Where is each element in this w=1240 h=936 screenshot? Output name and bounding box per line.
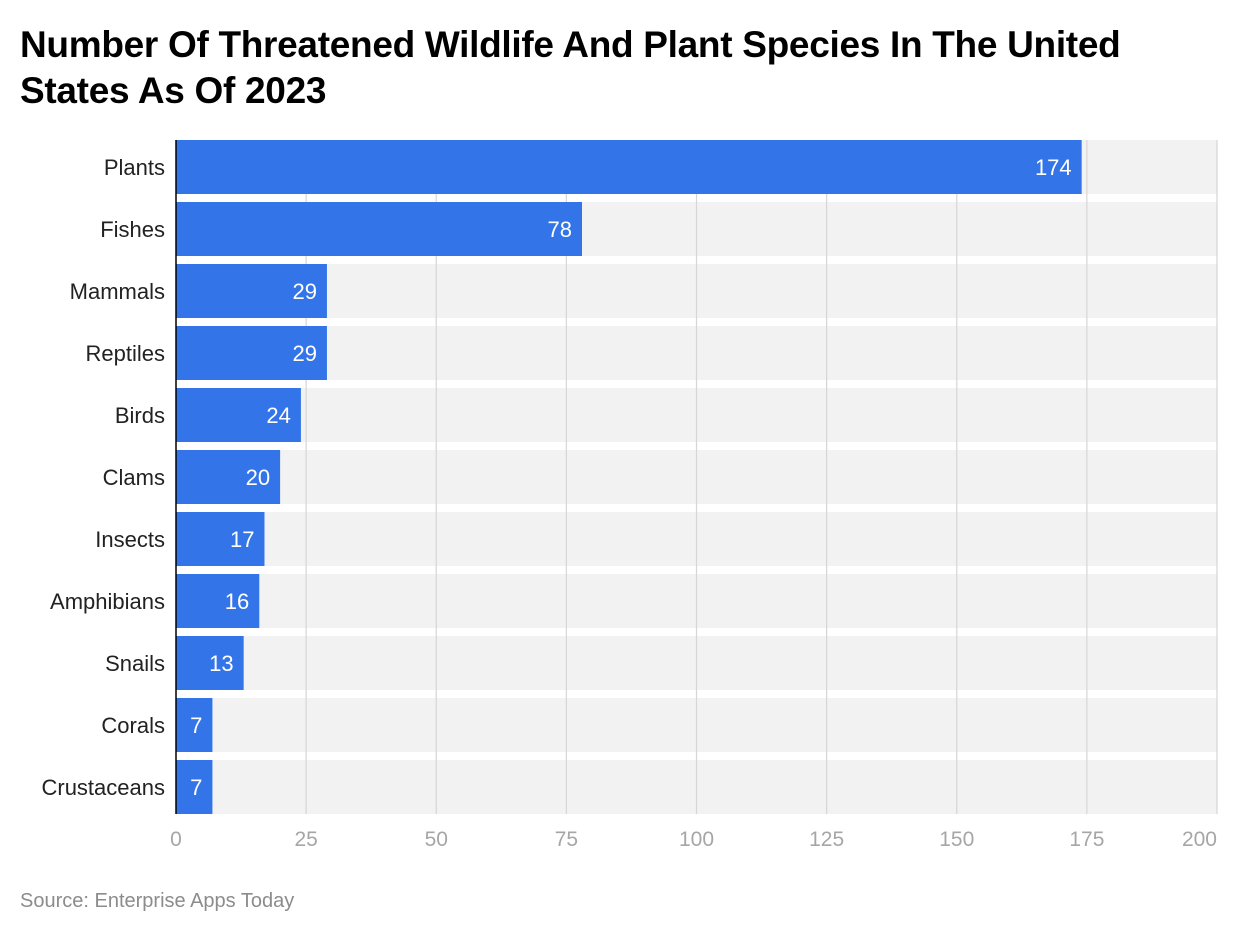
x-tick-label: 125: [809, 828, 844, 851]
category-label: Crustaceans: [41, 775, 165, 800]
category-label: Mammals: [70, 279, 165, 304]
value-label: 20: [246, 465, 270, 490]
category-label: Clams: [103, 465, 165, 490]
x-tick-label: 25: [294, 828, 317, 851]
x-axis: 0 25 50 75 100 125 150 175 200: [170, 140, 1217, 851]
bar-fishes: [176, 202, 582, 256]
value-label: 13: [209, 651, 233, 676]
chart-title: Number Of Threatened Wildlife And Plant …: [20, 24, 1121, 111]
x-tick-label: 200: [1182, 828, 1217, 851]
x-tick-label: 150: [939, 828, 974, 851]
category-label: Amphibians: [50, 589, 165, 614]
labels: Plants 174 Fishes 78 Mammals 29 Reptiles 29 Bird…: [41, 155, 1071, 800]
value-label: 16: [225, 589, 249, 614]
category-label: Fishes: [100, 217, 165, 242]
x-tick-label: 175: [1069, 828, 1104, 851]
x-tick-label: 50: [425, 828, 448, 851]
x-tick-label: 100: [679, 828, 714, 851]
bars: [176, 140, 1082, 814]
bar-corals: [176, 698, 213, 752]
value-label: 29: [292, 341, 316, 366]
value-label: 78: [548, 217, 572, 242]
value-label: 17: [230, 527, 254, 552]
bar-amphibians: [176, 574, 260, 628]
bar-clams: [176, 450, 281, 504]
bar-mammals: [176, 264, 327, 318]
x-tick-label: 75: [555, 828, 578, 851]
bar-snails: [176, 636, 244, 690]
category-label: Reptiles: [86, 341, 165, 366]
value-label: 174: [1035, 155, 1072, 180]
value-label: 29: [292, 279, 316, 304]
x-tick-label: 0: [170, 828, 182, 851]
bar-reptiles: [176, 326, 327, 380]
value-label: 7: [190, 713, 202, 738]
value-label: 24: [266, 403, 290, 428]
category-label: Snails: [105, 651, 165, 676]
source-note: Source: Enterprise Apps Today: [20, 890, 295, 912]
category-label: Insects: [95, 527, 165, 552]
category-label: Plants: [104, 155, 165, 180]
category-label: Corals: [101, 713, 165, 738]
bar-birds: [176, 388, 301, 442]
bar-plants: [176, 140, 1082, 194]
bar-insects: [176, 512, 265, 566]
value-label: 7: [190, 775, 202, 800]
bar-crustaceans: [176, 760, 213, 814]
category-label: Birds: [115, 403, 165, 428]
